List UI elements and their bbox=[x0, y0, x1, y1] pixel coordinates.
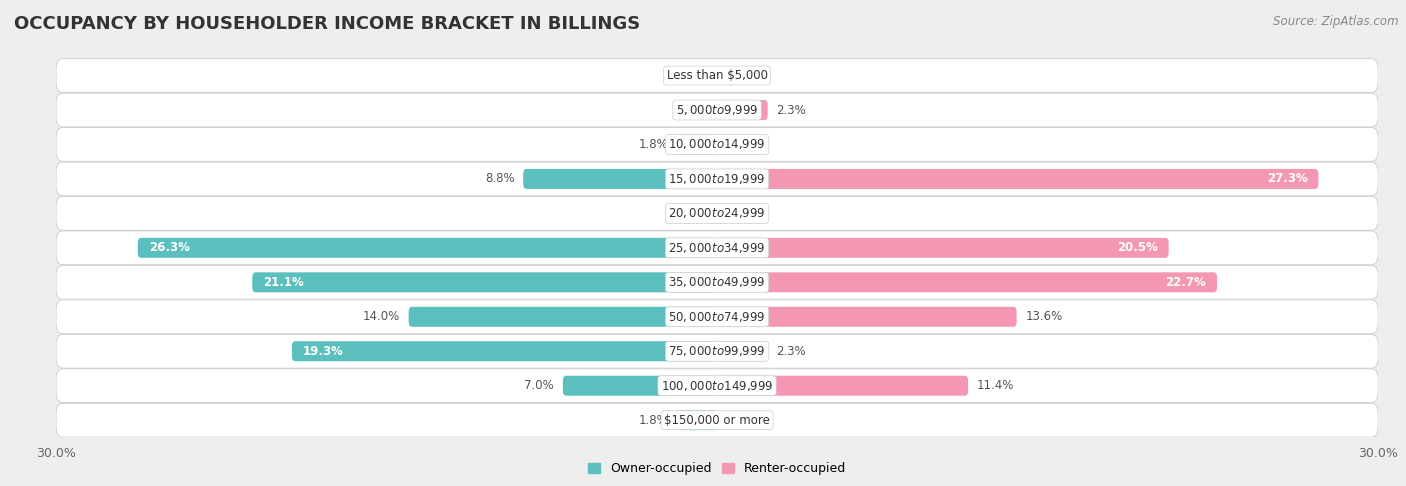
Text: 0.0%: 0.0% bbox=[725, 207, 755, 220]
Text: 20.5%: 20.5% bbox=[1116, 242, 1157, 254]
FancyBboxPatch shape bbox=[292, 341, 717, 361]
Text: $20,000 to $24,999: $20,000 to $24,999 bbox=[668, 207, 766, 220]
Text: 0.0%: 0.0% bbox=[725, 69, 755, 82]
Text: 0.0%: 0.0% bbox=[725, 138, 755, 151]
Text: 7.0%: 7.0% bbox=[524, 379, 554, 392]
Text: 21.1%: 21.1% bbox=[263, 276, 304, 289]
Text: $10,000 to $14,999: $10,000 to $14,999 bbox=[668, 138, 766, 152]
Text: $150,000 or more: $150,000 or more bbox=[664, 414, 770, 427]
FancyBboxPatch shape bbox=[678, 135, 717, 155]
Text: Source: ZipAtlas.com: Source: ZipAtlas.com bbox=[1274, 15, 1399, 28]
FancyBboxPatch shape bbox=[717, 169, 1319, 189]
Text: 1.8%: 1.8% bbox=[638, 414, 669, 427]
FancyBboxPatch shape bbox=[56, 59, 1378, 92]
FancyBboxPatch shape bbox=[56, 334, 1378, 368]
Legend: Owner-occupied, Renter-occupied: Owner-occupied, Renter-occupied bbox=[582, 457, 852, 481]
Text: $35,000 to $49,999: $35,000 to $49,999 bbox=[668, 276, 766, 289]
Text: 2.3%: 2.3% bbox=[776, 345, 806, 358]
FancyBboxPatch shape bbox=[562, 376, 717, 396]
Text: 26.3%: 26.3% bbox=[149, 242, 190, 254]
Text: 13.6%: 13.6% bbox=[1025, 310, 1063, 323]
FancyBboxPatch shape bbox=[678, 410, 717, 430]
Text: OCCUPANCY BY HOUSEHOLDER INCOME BRACKET IN BILLINGS: OCCUPANCY BY HOUSEHOLDER INCOME BRACKET … bbox=[14, 15, 640, 33]
Text: $15,000 to $19,999: $15,000 to $19,999 bbox=[668, 172, 766, 186]
Text: 0.0%: 0.0% bbox=[679, 69, 709, 82]
Text: 27.3%: 27.3% bbox=[1267, 173, 1308, 186]
FancyBboxPatch shape bbox=[56, 231, 1378, 265]
Text: 19.3%: 19.3% bbox=[302, 345, 344, 358]
Text: $25,000 to $34,999: $25,000 to $34,999 bbox=[668, 241, 766, 255]
FancyBboxPatch shape bbox=[717, 100, 768, 120]
FancyBboxPatch shape bbox=[717, 376, 969, 396]
Text: 1.8%: 1.8% bbox=[638, 138, 669, 151]
Text: $50,000 to $74,999: $50,000 to $74,999 bbox=[668, 310, 766, 324]
FancyBboxPatch shape bbox=[56, 403, 1378, 437]
Text: Less than $5,000: Less than $5,000 bbox=[666, 69, 768, 82]
Text: 14.0%: 14.0% bbox=[363, 310, 399, 323]
Text: 22.7%: 22.7% bbox=[1166, 276, 1206, 289]
Text: 8.8%: 8.8% bbox=[485, 173, 515, 186]
FancyBboxPatch shape bbox=[717, 307, 1017, 327]
FancyBboxPatch shape bbox=[56, 369, 1378, 402]
Text: 11.4%: 11.4% bbox=[977, 379, 1014, 392]
Text: 0.0%: 0.0% bbox=[725, 414, 755, 427]
FancyBboxPatch shape bbox=[56, 93, 1378, 127]
FancyBboxPatch shape bbox=[56, 196, 1378, 230]
FancyBboxPatch shape bbox=[523, 169, 717, 189]
Text: 2.3%: 2.3% bbox=[776, 104, 806, 117]
Text: 0.0%: 0.0% bbox=[679, 104, 709, 117]
Text: $5,000 to $9,999: $5,000 to $9,999 bbox=[676, 103, 758, 117]
FancyBboxPatch shape bbox=[56, 128, 1378, 161]
Text: 0.0%: 0.0% bbox=[679, 207, 709, 220]
FancyBboxPatch shape bbox=[56, 265, 1378, 299]
FancyBboxPatch shape bbox=[138, 238, 717, 258]
FancyBboxPatch shape bbox=[56, 162, 1378, 196]
FancyBboxPatch shape bbox=[409, 307, 717, 327]
Text: $75,000 to $99,999: $75,000 to $99,999 bbox=[668, 344, 766, 358]
FancyBboxPatch shape bbox=[717, 272, 1218, 292]
Text: $100,000 to $149,999: $100,000 to $149,999 bbox=[661, 379, 773, 393]
FancyBboxPatch shape bbox=[56, 300, 1378, 334]
FancyBboxPatch shape bbox=[252, 272, 717, 292]
FancyBboxPatch shape bbox=[717, 341, 768, 361]
FancyBboxPatch shape bbox=[717, 238, 1168, 258]
